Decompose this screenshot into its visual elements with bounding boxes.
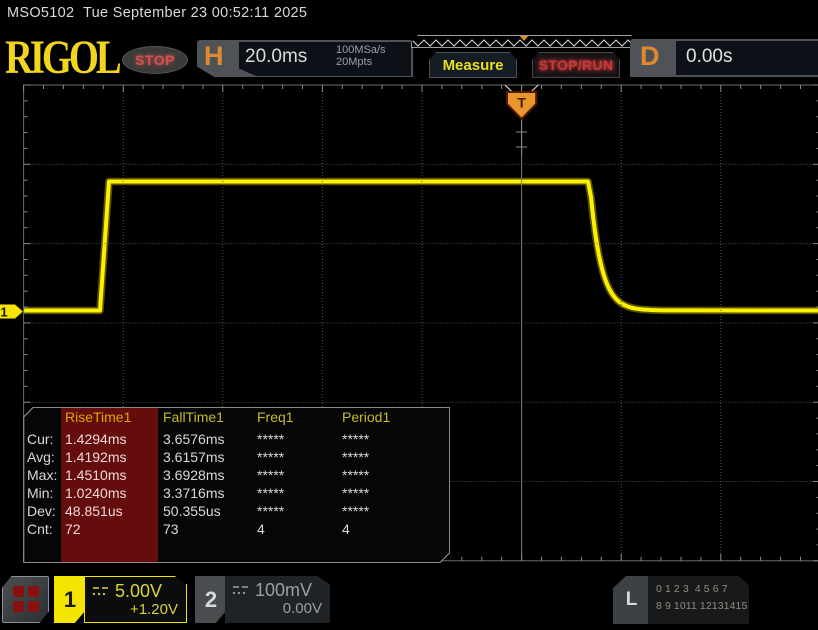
svg-text:*****: ***** xyxy=(257,431,285,447)
svg-text:72: 72 xyxy=(65,521,81,537)
svg-text:3.3716ms: 3.3716ms xyxy=(163,485,224,501)
svg-text:RiseTime1: RiseTime1 xyxy=(65,409,132,425)
svg-text:50.355us: 50.355us xyxy=(163,503,221,519)
svg-text:Avg:: Avg: xyxy=(27,449,55,465)
svg-text:Freq1: Freq1 xyxy=(257,409,294,425)
svg-text:Cur:: Cur: xyxy=(27,431,53,447)
svg-text:48.851us: 48.851us xyxy=(65,503,123,519)
svg-text:Max:: Max: xyxy=(27,467,57,483)
svg-text:FallTime1: FallTime1 xyxy=(163,409,224,425)
svg-text:Dev:: Dev: xyxy=(27,503,56,519)
svg-text:4: 4 xyxy=(257,521,265,537)
svg-text:Period1: Period1 xyxy=(342,409,390,425)
svg-text:1.4192ms: 1.4192ms xyxy=(65,449,126,465)
svg-text:3.6928ms: 3.6928ms xyxy=(163,467,224,483)
svg-text:Min:: Min: xyxy=(27,485,53,501)
svg-text:*****: ***** xyxy=(257,485,285,501)
svg-text:*****: ***** xyxy=(342,485,370,501)
svg-text:*****: ***** xyxy=(257,449,285,465)
svg-text:*****: ***** xyxy=(342,431,370,447)
svg-text:3.6576ms: 3.6576ms xyxy=(163,431,224,447)
svg-text:1.4510ms: 1.4510ms xyxy=(65,467,126,483)
svg-text:Cnt:: Cnt: xyxy=(27,521,53,537)
svg-text:*****: ***** xyxy=(257,503,285,519)
svg-text:*****: ***** xyxy=(342,449,370,465)
svg-text:1.4294ms: 1.4294ms xyxy=(65,431,126,447)
svg-text:1.0240ms: 1.0240ms xyxy=(65,485,126,501)
svg-text:*****: ***** xyxy=(257,467,285,483)
svg-text:*****: ***** xyxy=(342,503,370,519)
svg-text:73: 73 xyxy=(163,521,179,537)
svg-text:3.6157ms: 3.6157ms xyxy=(163,449,224,465)
svg-text:*****: ***** xyxy=(342,467,370,483)
svg-text:4: 4 xyxy=(342,521,350,537)
